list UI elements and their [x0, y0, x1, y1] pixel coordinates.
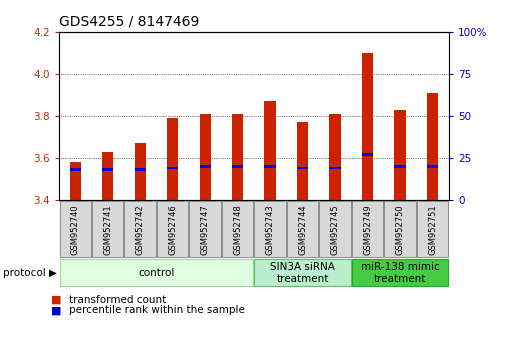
Bar: [102, 152, 113, 200]
Bar: [70, 162, 81, 200]
Bar: [167, 118, 179, 200]
Bar: [200, 165, 211, 168]
Bar: [102, 169, 113, 171]
Text: GSM952743: GSM952743: [266, 204, 274, 255]
Bar: [362, 53, 373, 200]
Bar: [200, 114, 211, 200]
Bar: [134, 143, 146, 200]
Bar: [70, 169, 81, 171]
Text: ■: ■: [51, 295, 62, 305]
Text: GSM952744: GSM952744: [298, 204, 307, 255]
Bar: [232, 114, 243, 200]
Text: miR-138 mimic
treatment: miR-138 mimic treatment: [361, 262, 440, 284]
Bar: [265, 101, 276, 200]
Text: GSM952747: GSM952747: [201, 204, 210, 255]
Text: transformed count: transformed count: [69, 295, 167, 305]
Text: GSM952749: GSM952749: [363, 204, 372, 255]
Bar: [427, 93, 438, 200]
Bar: [134, 169, 146, 171]
Bar: [232, 165, 243, 168]
Text: GSM952741: GSM952741: [103, 204, 112, 255]
Bar: [265, 165, 276, 168]
Text: GDS4255 / 8147469: GDS4255 / 8147469: [59, 14, 200, 28]
Bar: [362, 153, 373, 156]
Text: GSM952746: GSM952746: [168, 204, 177, 255]
Text: percentile rank within the sample: percentile rank within the sample: [69, 306, 245, 315]
Text: GSM952751: GSM952751: [428, 204, 437, 255]
Text: GSM952750: GSM952750: [396, 204, 405, 255]
Text: GSM952740: GSM952740: [71, 204, 80, 255]
Text: GSM952742: GSM952742: [136, 204, 145, 255]
Bar: [394, 110, 406, 200]
Bar: [167, 167, 179, 169]
Bar: [394, 165, 406, 168]
Bar: [427, 165, 438, 168]
Text: SIN3A siRNA
treatment: SIN3A siRNA treatment: [270, 262, 335, 284]
Bar: [329, 114, 341, 200]
Text: GSM952745: GSM952745: [331, 204, 340, 255]
Text: protocol ▶: protocol ▶: [3, 268, 56, 278]
Bar: [329, 167, 341, 169]
Bar: [297, 122, 308, 200]
Text: ■: ■: [51, 306, 62, 315]
Bar: [297, 167, 308, 169]
Text: control: control: [139, 268, 174, 278]
Text: GSM952748: GSM952748: [233, 204, 242, 255]
